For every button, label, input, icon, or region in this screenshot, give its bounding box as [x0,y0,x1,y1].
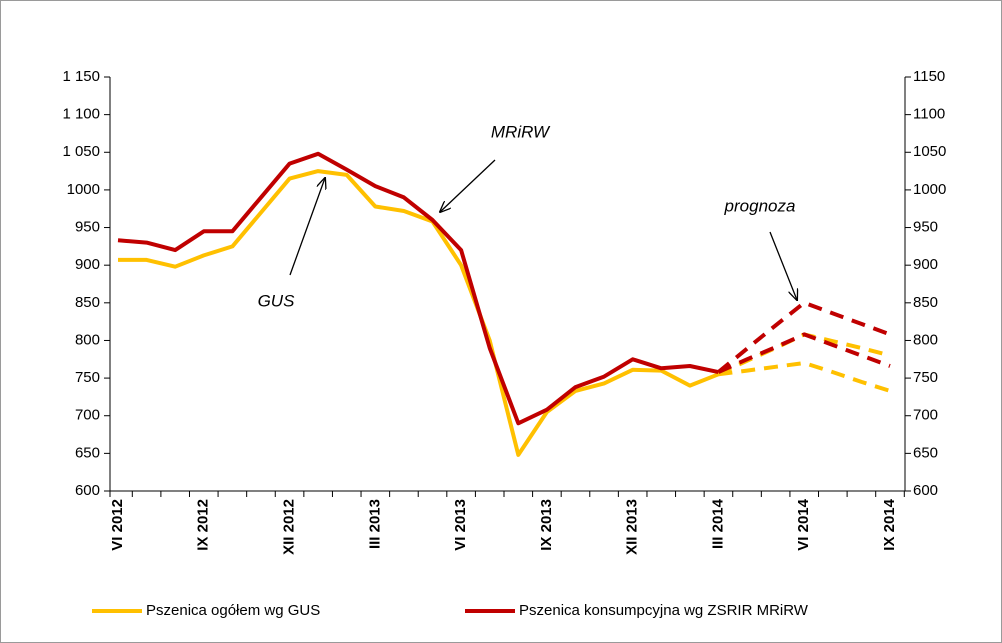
y-tick-label: 600 [75,482,100,499]
x-tick-label: III 2013 [366,499,383,549]
legend-label: Pszenica ogółem wg GUS [146,602,320,619]
x-tick-label: VI 2012 [109,499,126,551]
x-tick-label: XII 2012 [281,499,298,555]
y2-tick-label: 700 [913,407,938,424]
annotation: prognoza [724,196,796,215]
y2-tick-label: 850 [913,294,938,311]
y2-tick-label: 1050 [913,143,946,160]
y2-tick-label: 1000 [913,181,946,198]
y2-tick-label: 1100 [913,106,945,123]
y-tick-label: 800 [75,331,100,348]
arrow [769,231,797,300]
y2-tick-label: 900 [913,256,938,273]
y2-tick-label: 800 [913,331,938,348]
forecast-line [717,300,891,374]
y-tick-label: 950 [75,219,100,236]
y-tick-label: 650 [75,444,100,461]
y-tick-label: 750 [75,369,100,386]
series-line [117,151,719,426]
x-tick-label: IX 2014 [881,498,898,550]
y-tick-label: 900 [75,256,100,273]
y-tick-label: 1 100 [62,106,100,123]
forecast-line [718,361,891,393]
y2-tick-label: 750 [913,369,938,386]
y-tick-label: 1000 [67,181,100,198]
forecast-line [717,332,891,374]
x-tick-label: IX 2012 [195,499,212,551]
y2-tick-label: 600 [913,482,938,499]
x-tick-label: IX 2013 [538,499,555,551]
y-tick-label: 1 150 [62,68,100,85]
series-line [118,169,720,457]
arrow [440,159,496,212]
y2-tick-label: 650 [913,444,938,461]
legend-label: Pszenica konsumpcyjna wg ZSRIR MRiRW [519,602,809,619]
annotation: MRiRW [491,122,551,141]
arrow [289,178,325,276]
y-tick-label: 1 050 [62,143,100,160]
x-tick-label: VI 2013 [452,499,469,551]
x-tick-label: VI 2014 [795,498,812,550]
y2-tick-label: 1150 [913,68,945,85]
y-tick-label: 700 [75,407,100,424]
annotation: GUS [258,291,296,310]
y2-tick-label: 950 [913,219,938,236]
y-tick-label: 850 [75,294,100,311]
x-tick-label: III 2014 [709,498,726,549]
x-tick-label: XII 2013 [624,499,641,555]
